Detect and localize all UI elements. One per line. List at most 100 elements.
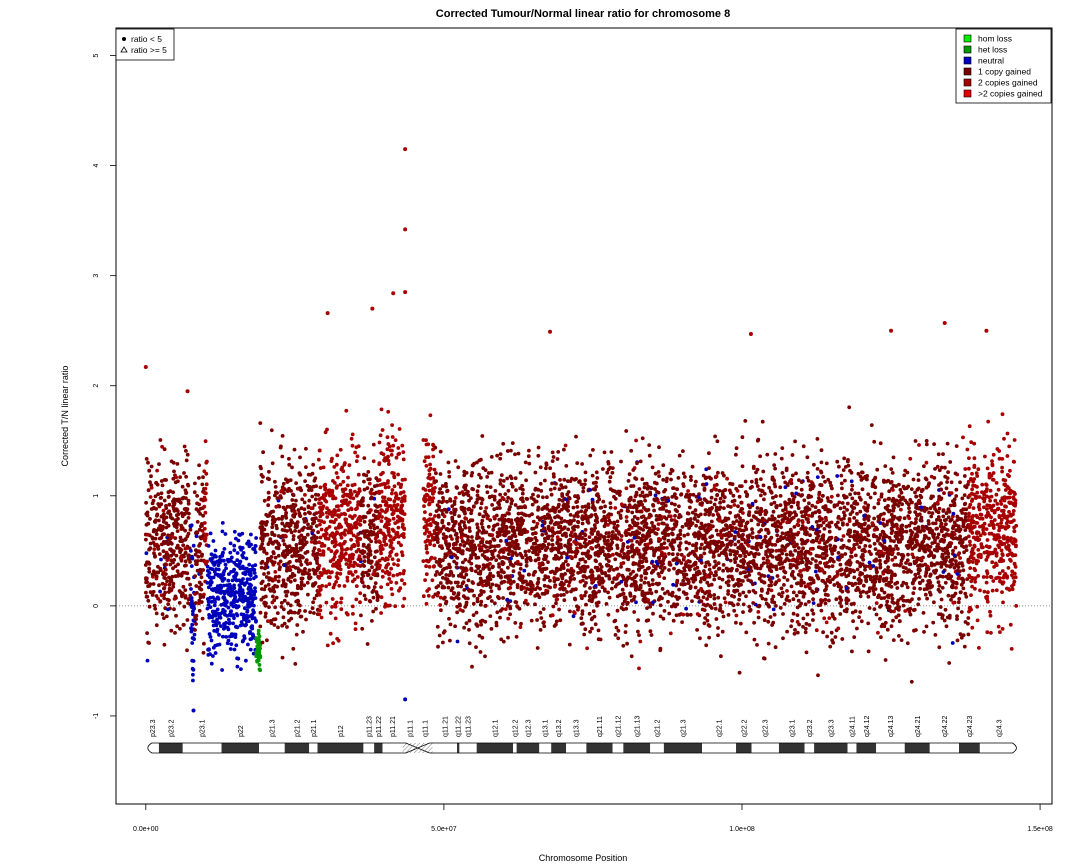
data-point [220, 529, 225, 534]
data-point [396, 558, 401, 563]
data-point [391, 443, 396, 448]
data-point [386, 485, 391, 489]
data-point [258, 624, 263, 629]
data-point [661, 463, 666, 468]
data-point [720, 629, 725, 634]
data-point [333, 551, 337, 556]
data-point [915, 513, 920, 518]
data-point [186, 601, 191, 605]
data-point [267, 587, 272, 591]
data-point [185, 571, 190, 576]
data-point [287, 618, 291, 623]
data-point [774, 604, 778, 608]
data-point [162, 498, 167, 503]
data-point [347, 463, 352, 468]
data-point [898, 487, 903, 492]
data-point [147, 569, 152, 574]
data-point [168, 512, 173, 517]
data-point [961, 435, 965, 440]
data-point [584, 602, 588, 607]
data-point [636, 629, 640, 634]
data-point [345, 578, 350, 583]
data-point [249, 532, 253, 537]
data-point [222, 601, 226, 606]
data-point [909, 487, 914, 491]
data-point [498, 456, 503, 461]
data-point [422, 496, 426, 501]
data-point [441, 496, 445, 500]
data-point [493, 601, 497, 606]
data-point [392, 475, 397, 480]
data-point [301, 629, 305, 634]
data-point [234, 562, 239, 567]
data-point [396, 525, 401, 530]
data-point [595, 476, 600, 480]
data-point [368, 552, 373, 557]
data-point [283, 590, 288, 594]
data-point [184, 449, 188, 453]
data-point [284, 516, 289, 520]
data-point [422, 517, 427, 521]
data-point [637, 487, 642, 491]
data-point [251, 547, 256, 551]
data-point [203, 510, 208, 515]
data-point [175, 569, 180, 574]
data-point [625, 641, 629, 646]
data-point [805, 612, 810, 617]
data-point [390, 491, 394, 496]
data-point [852, 569, 856, 574]
data-point [234, 572, 239, 576]
data-point [291, 492, 295, 497]
data-point [202, 469, 207, 474]
data-point [371, 609, 376, 614]
data-point [224, 635, 229, 639]
data-point [425, 550, 430, 555]
data-point [271, 515, 275, 519]
data-point [185, 618, 190, 622]
data-point [466, 596, 470, 601]
data-point [166, 602, 171, 606]
data-point [637, 531, 642, 535]
data-point [795, 630, 800, 635]
data-point [350, 573, 355, 577]
data-point [938, 589, 942, 594]
data-point [400, 478, 405, 482]
data-point [273, 570, 278, 574]
data-point [329, 491, 334, 496]
data-point [840, 637, 845, 641]
data-point [839, 604, 844, 609]
data-point [332, 544, 337, 549]
data-point [155, 513, 159, 518]
data-point [576, 605, 581, 610]
data-point [673, 492, 677, 496]
data-point [780, 446, 785, 450]
data-point [328, 519, 333, 524]
data-point [162, 586, 167, 590]
data-point [489, 470, 494, 475]
data-point [255, 658, 260, 663]
data-point [269, 555, 274, 559]
data-point [377, 461, 382, 465]
data-point [510, 563, 515, 568]
data-point [313, 476, 318, 481]
data-point [488, 485, 493, 489]
data-point [204, 533, 208, 537]
data-point [509, 481, 514, 486]
data-point [234, 578, 239, 583]
data-point [736, 504, 740, 509]
data-point [252, 610, 256, 615]
data-point [279, 601, 284, 605]
data-point [610, 580, 615, 585]
data-point [380, 515, 384, 519]
data-point [269, 428, 274, 433]
data-point [786, 542, 790, 547]
data-point [159, 535, 164, 540]
data-point [202, 536, 207, 541]
data-point [383, 522, 388, 527]
data-point [272, 589, 277, 594]
data-point [174, 521, 179, 526]
data-point [716, 595, 721, 600]
data-point [208, 583, 213, 587]
data-point [448, 638, 452, 643]
data-point [144, 537, 148, 542]
